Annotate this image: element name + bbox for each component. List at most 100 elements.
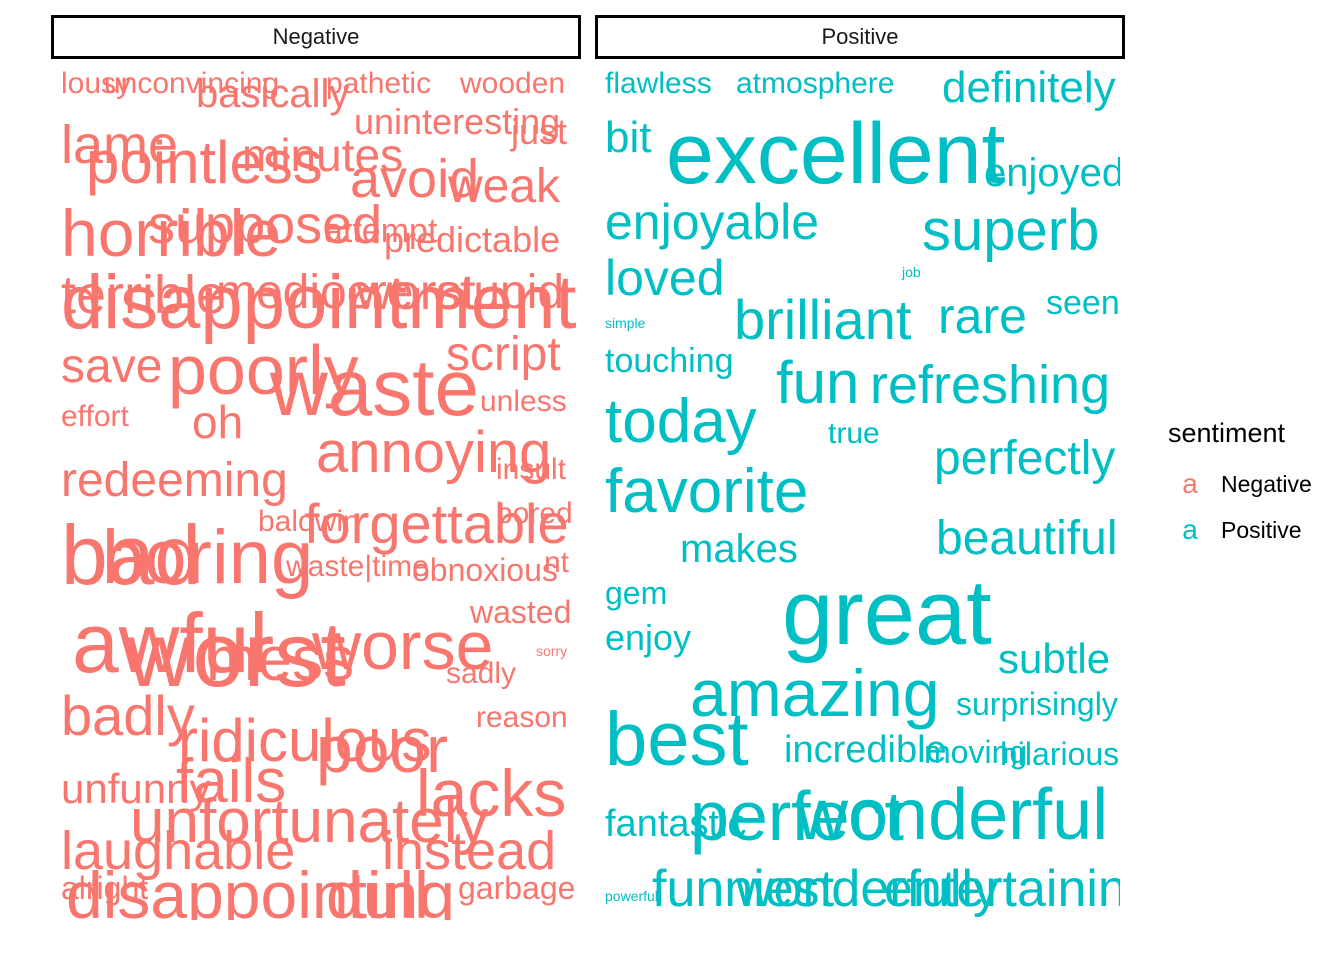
word-negative-sadly: sadly [446, 657, 517, 691]
word-negative-waste: waste [270, 343, 479, 433]
word-negative-fails: fails [176, 747, 287, 817]
word-negative-ridiculous: ridiculous [178, 706, 432, 774]
word-negative-boring: boring [102, 514, 314, 600]
word-negative-basically: basically [196, 72, 350, 117]
word-negative-pointless: pointless [86, 128, 323, 196]
word-positive-fun: fun [776, 348, 860, 416]
word-negative-script: script [446, 327, 561, 381]
legend-key-positive: a [1182, 514, 1198, 545]
word-negative-supposed: supposed [148, 194, 383, 255]
word-negative-mediocre: mediocre [216, 265, 414, 319]
word-negative-bad: bad [61, 508, 202, 603]
word-negative-disappointment: disappointment [61, 259, 577, 345]
word-negative-unfunny: unfunny [61, 764, 211, 812]
word-negative-save: save [61, 339, 163, 393]
word-positive-loved: loved [605, 250, 725, 306]
word-negative-laughable: laughable [61, 820, 296, 881]
word-negative-worst: worst [126, 603, 346, 706]
word-negative-obnoxious: obnoxious [412, 551, 558, 588]
word-positive-simple: simple [605, 314, 646, 331]
word-positive-beautiful: beautiful [936, 511, 1118, 565]
word-positive-true: true [828, 417, 880, 451]
word-negative-minutes: minutes [242, 129, 404, 182]
word-negative-attempt: attempt [324, 212, 438, 251]
word-positive-enjoyed: enjoyed [984, 151, 1120, 196]
word-positive-bit: bit [605, 112, 652, 162]
word-positive-powerful: powerful [605, 887, 658, 904]
panel-strip-positive: Positive [595, 15, 1125, 59]
legend-label-positive: Positive [1221, 516, 1302, 543]
word-positive-wonderfully: wonderfully [736, 860, 1000, 919]
word-negative-redeeming: redeeming [61, 453, 288, 507]
word-negative-wooden: wooden [460, 67, 566, 101]
word-negative-predictable: predictable [384, 219, 561, 261]
word-negative-instead: instead [382, 820, 557, 881]
word-negative-insult: insult [496, 453, 567, 487]
word-negative-dull: dull [326, 857, 429, 920]
word-negative-uninteresting: uninteresting [354, 101, 561, 143]
legend: sentiment a Negative a Positive [1168, 418, 1312, 553]
word-negative-awful: awful [72, 596, 269, 691]
word-negative-lacks: lacks [416, 755, 567, 830]
word-positive-best: best [605, 696, 749, 782]
word-negative-forgettable: forgettable [304, 492, 569, 556]
word-negative-lame: lame [61, 114, 179, 175]
word-negative-reason: reason [476, 701, 568, 735]
word-positive-subtle: subtle [998, 634, 1111, 682]
word-negative-lousy: lousy [61, 67, 132, 101]
word-positive-favorite: favorite [605, 457, 809, 527]
word-positive-amazing: amazing [690, 655, 940, 730]
panel-strip-negative: Negative [51, 15, 581, 59]
word-negative-sorry: sorry [536, 642, 568, 659]
word-negative-horrible: horrible [61, 195, 282, 270]
word-negative-weak: weak [448, 159, 561, 213]
word-negative-avoid: avoid [350, 148, 480, 209]
word-positive-enjoyable: enjoyable [605, 194, 820, 250]
word-negative-disappointing: disappointing [66, 857, 455, 920]
word-negative-worse: worse [312, 608, 494, 685]
word-positive-rare: rare [938, 288, 1027, 344]
word-negative-terrible: terrible [61, 264, 227, 325]
legend-label-negative: Negative [1221, 470, 1312, 497]
word-negative-effort: effort [61, 400, 129, 434]
word-positive-incredible: incredible [784, 728, 947, 771]
word-positive-gem: gem [605, 574, 668, 611]
word-positive-flawless: flawless [605, 67, 712, 101]
word-negative-unless: unless [480, 385, 567, 419]
legend-key-negative: a [1182, 468, 1198, 499]
word-positive-entertaining: entertaining [884, 860, 1120, 919]
word-negative-oh: oh [192, 396, 244, 449]
word-positive-touching: touching [605, 342, 734, 381]
word-positive-today: today [605, 387, 757, 457]
word-negative-alright: alright [61, 869, 149, 906]
word-positive-makes: makes [680, 527, 798, 572]
word-positive-brilliant: brilliant [734, 288, 912, 352]
word-positive-perfectly: perfectly [934, 431, 1116, 485]
word-positive-great: great [782, 561, 992, 664]
legend-item-negative: a Negative [1168, 461, 1312, 507]
word-negative-nt: nt [544, 546, 570, 580]
word-positive-fantastic: fantastic [605, 802, 747, 845]
word-negative-unfortunately: unfortunately [130, 787, 489, 857]
word-negative-waste-time: waste|time [286, 550, 429, 584]
word-positive-seen: seen [1046, 284, 1120, 323]
word-negative-stupid: stupid [436, 265, 565, 319]
word-negative-mess: mess [206, 625, 355, 695]
word-positive-moving: moving [924, 733, 1028, 770]
word-positive-excellent: excellent [666, 106, 1006, 203]
word-negative-garbage: garbage [458, 869, 576, 906]
legend-item-positive: a Positive [1168, 507, 1312, 553]
word-negative-just: just [511, 111, 568, 153]
word-negative-unconvincing: unconvincing [104, 67, 280, 101]
word-positive-perfect: perfect [690, 776, 904, 855]
word-negative-pathetic: pathetic [326, 67, 432, 101]
word-positive-refreshing: refreshing [870, 354, 1111, 415]
word-negative-bored: bored [496, 497, 573, 531]
panel-label-negative: Negative [272, 24, 360, 49]
wordcloud-panel-negative: lousy unconvincing basically pathetic wooden… [56, 62, 580, 920]
word-negative-baldwin: baldwin [258, 505, 360, 539]
word-negative-poorly: poorly [168, 330, 359, 409]
word-positive-hilarious: hilarious [1000, 735, 1120, 772]
word-negative-worst: worst [356, 264, 476, 320]
word-positive-enjoy: enjoy [605, 617, 692, 659]
